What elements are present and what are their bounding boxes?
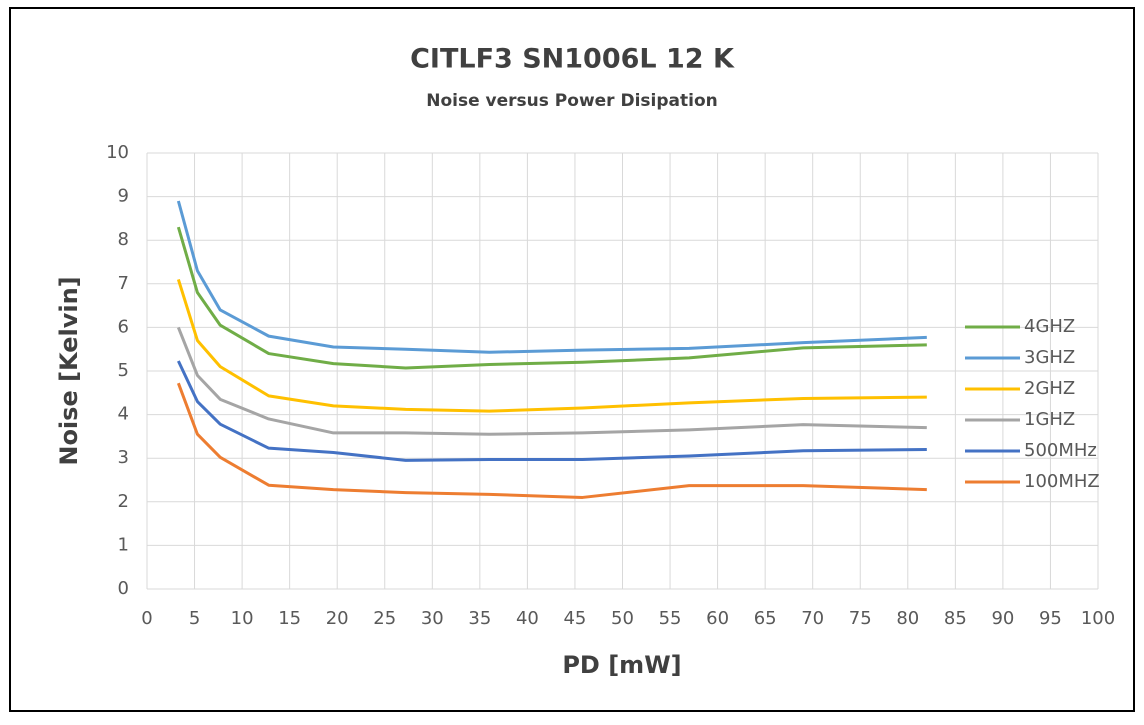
y-tick-label: 10 — [106, 142, 129, 163]
legend-label: 1GHZ — [1024, 409, 1075, 430]
series-line — [176, 326, 927, 436]
y-axis-label: Noise [Kelvin] — [55, 276, 83, 465]
legend-label: 100MHZ — [1024, 471, 1100, 492]
x-tick-label: 35 — [468, 608, 491, 629]
x-tick-label: 60 — [706, 608, 729, 629]
x-tick-label: 95 — [1039, 608, 1062, 629]
x-tick-label: 40 — [516, 608, 539, 629]
legend-label: 4GHZ — [1024, 316, 1075, 337]
y-tick-label: 5 — [118, 360, 129, 381]
x-tick-label: 65 — [754, 608, 777, 629]
x-tick-label: 90 — [991, 608, 1014, 629]
y-tick-label: 8 — [118, 229, 129, 250]
legend-label: 2GHZ — [1024, 378, 1075, 399]
x-tick-label: 100 — [1081, 608, 1115, 629]
chart-title: CITLF3 SN1006L 12 K — [410, 44, 735, 75]
x-tick-label: 20 — [326, 608, 349, 629]
legend-label: 3GHZ — [1024, 347, 1075, 368]
y-tick-label: 6 — [118, 316, 129, 337]
series-line — [176, 278, 927, 413]
x-tick-label: 75 — [849, 608, 872, 629]
series-line — [176, 226, 927, 370]
x-tick-label: 50 — [611, 608, 634, 629]
y-tick-label: 9 — [118, 186, 129, 207]
y-tick-label: 3 — [118, 447, 129, 468]
series-line — [176, 382, 927, 499]
y-tick-label: 1 — [118, 534, 129, 555]
y-tick-label: 4 — [118, 404, 129, 425]
x-tick-label: 55 — [659, 608, 682, 629]
x-tick-label: 45 — [563, 608, 586, 629]
x-tick-label: 0 — [141, 608, 152, 629]
x-axis-label: PD [mW] — [562, 651, 681, 679]
series-line — [176, 200, 927, 354]
x-tick-label: 5 — [189, 608, 200, 629]
legend-label: 500MHz — [1024, 440, 1097, 461]
y-tick-label: 2 — [118, 491, 129, 512]
y-tick-label: 7 — [118, 273, 129, 294]
y-tick-label: 0 — [118, 578, 129, 599]
x-tick-label: 70 — [801, 608, 824, 629]
chart-border — [9, 7, 1135, 712]
series-line — [177, 360, 927, 462]
x-tick-label: 15 — [278, 608, 301, 629]
chart-subtitle: Noise versus Power Disipation — [426, 91, 718, 111]
x-tick-label: 85 — [944, 608, 967, 629]
x-tick-label: 80 — [896, 608, 919, 629]
x-tick-label: 10 — [231, 608, 254, 629]
x-tick-label: 30 — [421, 608, 444, 629]
x-tick-label: 25 — [373, 608, 396, 629]
